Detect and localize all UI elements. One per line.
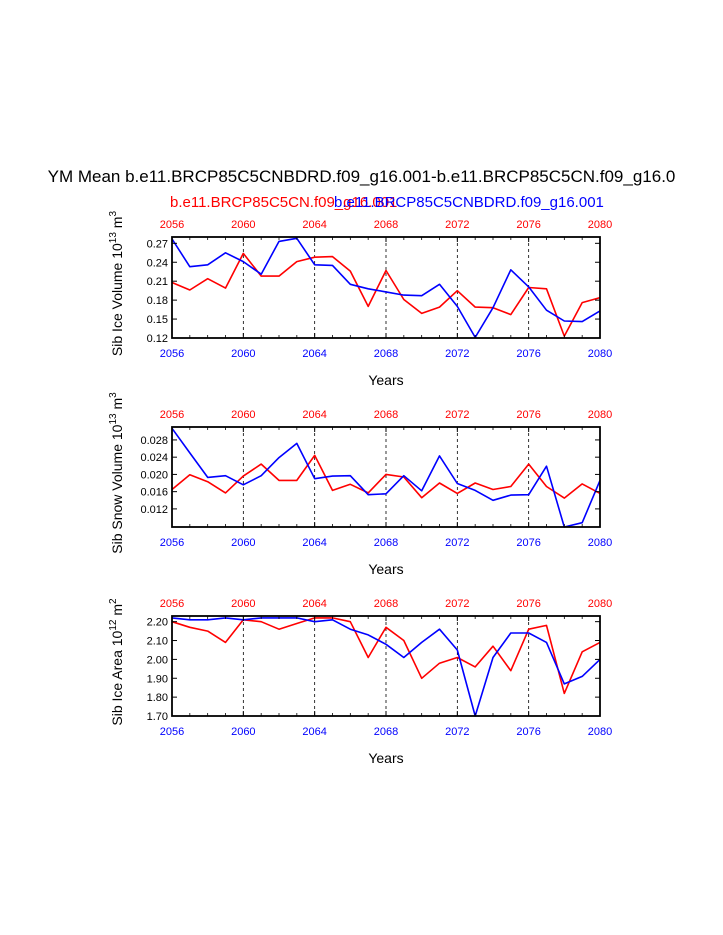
- panel1-ytick-label-1: 0.15: [147, 314, 168, 326]
- subtitle-blue-case: b.e11.BRCP85C5CNBDRD.f09_g16.001: [334, 194, 604, 211]
- panel2-xtick-label-bottom-2080: 2080: [588, 537, 612, 549]
- subtitle-red-case: b.e11.BRCP85C5CN.f09_g16.001: [170, 194, 398, 211]
- panel2-ytick-label-0: 0.012: [140, 504, 168, 516]
- panel1-xtick-label-bottom-2056: 2056: [160, 348, 184, 360]
- panel1-xtick-label-top-2060: 2060: [231, 219, 255, 231]
- panel2-xtick-label-top-2068: 2068: [374, 409, 398, 421]
- panel3-xtick-label-top-2060: 2060: [231, 598, 255, 610]
- panel3-ytick-label-1: 1.80: [147, 692, 168, 704]
- panel3-xaxis-title: Years: [368, 750, 403, 766]
- panel3-ytick-label-5: 2.20: [147, 617, 168, 629]
- panel1-xtick-label-bottom-2060: 2060: [231, 348, 255, 360]
- panel3-xtick-label-top-2068: 2068: [374, 598, 398, 610]
- panel3-xtick-label-top-2064: 2064: [302, 598, 326, 610]
- panel3-yaxis-title: Sib Ice Area 1012 m2: [108, 598, 125, 726]
- panel2-xtick-label-top-2072: 2072: [445, 409, 469, 421]
- panel1-xtick-label-bottom-2080: 2080: [588, 348, 612, 360]
- panel1-ytick-label-0: 0.12: [147, 333, 168, 345]
- panel1-xtick-label-top-2072: 2072: [445, 219, 469, 231]
- panel1-xtick-label-top-2076: 2076: [516, 219, 540, 231]
- panel3-xtick-label-bottom-2076: 2076: [516, 726, 540, 738]
- panel1-yaxis-title: Sib Ice Volume 1013 m3: [108, 211, 125, 357]
- panel2-xtick-label-top-2056: 2056: [160, 409, 184, 421]
- panel2-xtick-label-top-2064: 2064: [302, 409, 326, 421]
- panel2-xtick-label-top-2080: 2080: [588, 409, 612, 421]
- panel2-xtick-label-bottom-2060: 2060: [231, 537, 255, 549]
- panel2-ytick-label-2: 0.020: [140, 469, 168, 481]
- panel2-series-blue: [171, 427, 601, 528]
- panel1-xtick-label-top-2068: 2068: [374, 219, 398, 231]
- chart-title: YM Mean b.e11.BRCP85C5CNBDRD.f09_g16.001…: [47, 167, 676, 186]
- panel1-xtick-label-top-2056: 2056: [160, 219, 184, 231]
- panel3-ytick-label-4: 2.10: [147, 636, 168, 648]
- panel3-xtick-label-top-2080: 2080: [588, 598, 612, 610]
- panel2-ytick-label-4: 0.028: [140, 435, 168, 447]
- panel1-ytick-label-2: 0.18: [147, 295, 168, 307]
- panel2-xtick-label-bottom-2076: 2076: [516, 537, 540, 549]
- panel3-xtick-label-bottom-2072: 2072: [445, 726, 469, 738]
- panel1-ytick-label-5: 0.27: [147, 238, 168, 250]
- panel1-xtick-label-bottom-2072: 2072: [445, 348, 469, 360]
- panel3-xtick-label-bottom-2080: 2080: [588, 726, 612, 738]
- panel2-xtick-label-bottom-2068: 2068: [374, 537, 398, 549]
- panel2-yaxis-title: Sib Snow Volume 1013 m3: [108, 392, 125, 554]
- panel3-xtick-label-bottom-2056: 2056: [160, 726, 184, 738]
- panel2-xtick-label-bottom-2072: 2072: [445, 537, 469, 549]
- panel1-xtick-label-top-2080: 2080: [588, 219, 612, 231]
- panel3-xtick-label-bottom-2064: 2064: [302, 726, 326, 738]
- panel1-xtick-label-bottom-2064: 2064: [302, 348, 326, 360]
- panel2-series-red: [171, 454, 601, 499]
- panel3-ytick-label-2: 1.90: [147, 673, 168, 685]
- panel2-xaxis-title: Years: [368, 561, 403, 577]
- panel2-xtick-label-top-2076: 2076: [516, 409, 540, 421]
- panel2-xtick-label-bottom-2056: 2056: [160, 537, 184, 549]
- panel1-series-blue: [171, 237, 601, 339]
- panel1-ytick-label-4: 0.24: [147, 257, 168, 269]
- panel3-ytick-label-3: 2.00: [147, 654, 168, 666]
- panel1-xaxis-title: Years: [368, 372, 403, 388]
- panel3-xtick-label-top-2056: 2056: [160, 598, 184, 610]
- panel3-xtick-label-bottom-2068: 2068: [374, 726, 398, 738]
- panel2-ytick-label-1: 0.016: [140, 487, 168, 499]
- panel2-xtick-label-bottom-2064: 2064: [302, 537, 326, 549]
- panel1-xtick-label-top-2064: 2064: [302, 219, 326, 231]
- panel1-xtick-label-bottom-2068: 2068: [374, 348, 398, 360]
- panel3-ytick-label-0: 1.70: [147, 711, 168, 723]
- panel1-ytick-label-3: 0.21: [147, 276, 168, 288]
- panel2-xtick-label-top-2060: 2060: [231, 409, 255, 421]
- panel3-xtick-label-top-2072: 2072: [445, 598, 469, 610]
- panel2-ytick-label-3: 0.024: [140, 452, 168, 464]
- panel1-xtick-label-bottom-2076: 2076: [516, 348, 540, 360]
- panel3-xtick-label-bottom-2060: 2060: [231, 726, 255, 738]
- panel3-xtick-label-top-2076: 2076: [516, 598, 540, 610]
